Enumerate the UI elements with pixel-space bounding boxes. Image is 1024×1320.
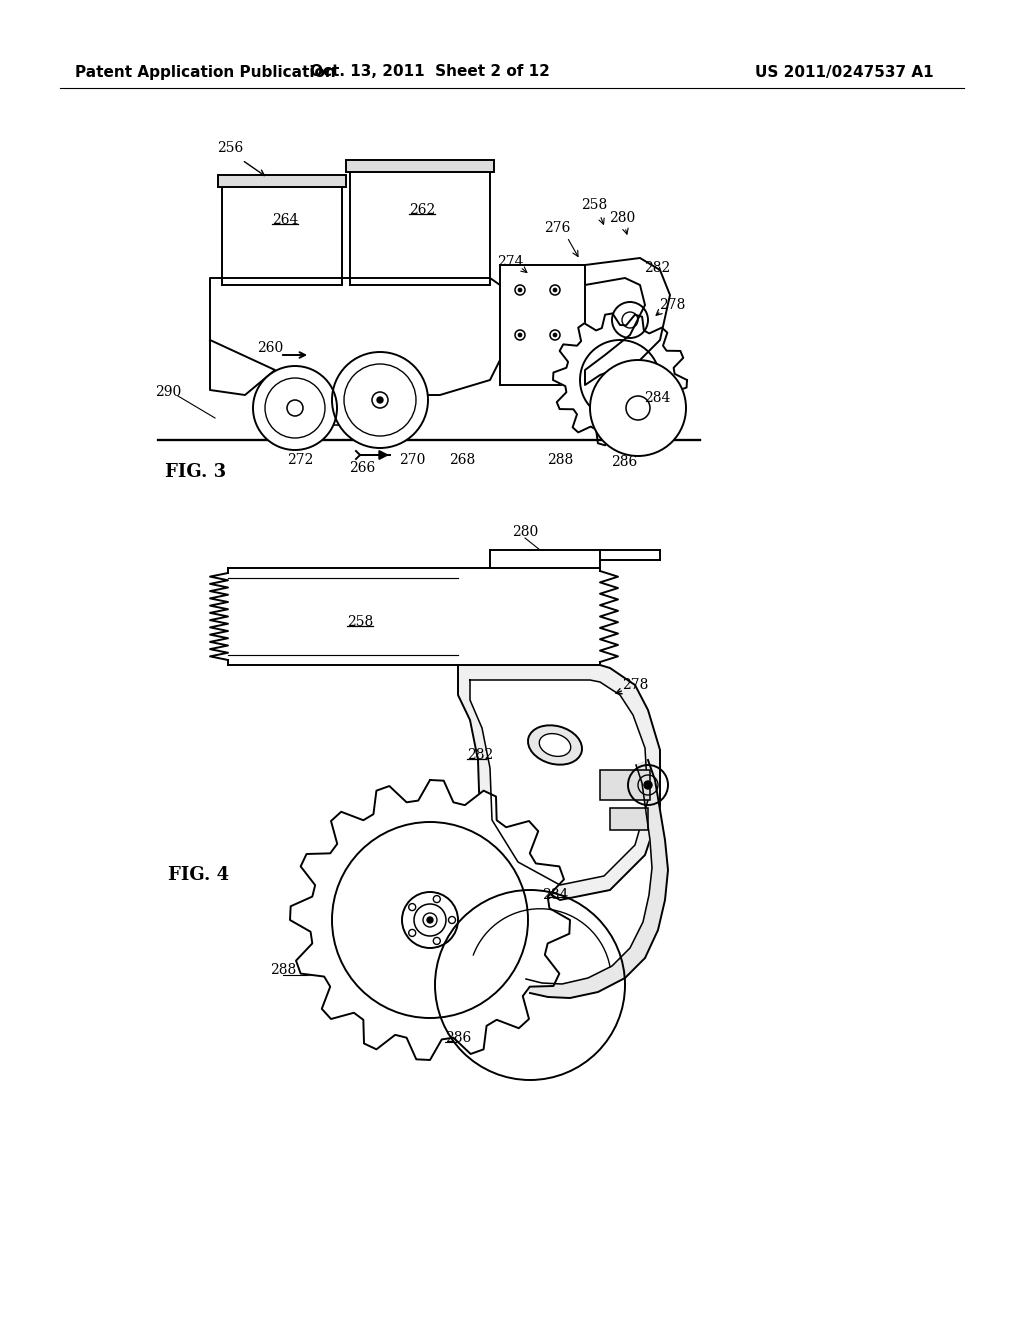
- Text: 284: 284: [542, 888, 568, 902]
- FancyBboxPatch shape: [218, 176, 346, 187]
- Polygon shape: [210, 279, 500, 395]
- Text: 258: 258: [581, 198, 607, 213]
- Circle shape: [590, 360, 686, 455]
- Text: 276: 276: [544, 220, 570, 235]
- Text: 272: 272: [287, 453, 313, 467]
- Text: 288: 288: [547, 453, 573, 467]
- Text: FIG. 3: FIG. 3: [165, 463, 226, 480]
- Circle shape: [253, 366, 337, 450]
- Text: 280: 280: [512, 525, 539, 539]
- Circle shape: [644, 781, 652, 789]
- Polygon shape: [470, 680, 648, 884]
- Text: Oct. 13, 2011  Sheet 2 of 12: Oct. 13, 2011 Sheet 2 of 12: [310, 65, 550, 79]
- Text: 274: 274: [497, 255, 523, 269]
- Text: 282: 282: [467, 748, 494, 762]
- Polygon shape: [210, 341, 275, 395]
- Text: 258: 258: [347, 615, 373, 630]
- Polygon shape: [290, 780, 570, 1060]
- Text: US 2011/0247537 A1: US 2011/0247537 A1: [755, 65, 934, 79]
- Text: 268: 268: [449, 453, 475, 467]
- Text: 256: 256: [217, 141, 243, 154]
- Circle shape: [553, 333, 557, 337]
- Circle shape: [435, 890, 625, 1080]
- Text: 280: 280: [609, 211, 635, 224]
- Text: 262: 262: [409, 203, 435, 216]
- FancyBboxPatch shape: [350, 168, 490, 285]
- Polygon shape: [526, 760, 668, 998]
- Polygon shape: [458, 665, 660, 900]
- Polygon shape: [553, 313, 687, 446]
- Text: 264: 264: [271, 213, 298, 227]
- FancyBboxPatch shape: [500, 265, 585, 385]
- Text: 278: 278: [658, 298, 685, 312]
- FancyBboxPatch shape: [222, 183, 342, 285]
- Text: 266: 266: [349, 461, 375, 475]
- FancyBboxPatch shape: [600, 770, 650, 800]
- Text: 288: 288: [270, 964, 296, 977]
- Circle shape: [518, 333, 522, 337]
- Text: Patent Application Publication: Patent Application Publication: [75, 65, 336, 79]
- Circle shape: [518, 288, 522, 292]
- Polygon shape: [218, 176, 346, 183]
- Text: 282: 282: [644, 261, 670, 275]
- Circle shape: [377, 397, 383, 403]
- Circle shape: [427, 917, 433, 923]
- Polygon shape: [585, 257, 670, 385]
- Circle shape: [332, 352, 428, 447]
- Text: 260: 260: [257, 341, 283, 355]
- Circle shape: [553, 288, 557, 292]
- Ellipse shape: [540, 734, 570, 756]
- Text: 278: 278: [622, 678, 648, 692]
- FancyBboxPatch shape: [346, 160, 494, 172]
- Text: 270: 270: [398, 453, 425, 467]
- Text: 286: 286: [611, 455, 637, 469]
- Text: 290: 290: [155, 385, 181, 399]
- Text: 284: 284: [644, 391, 670, 405]
- Text: 286: 286: [444, 1031, 471, 1045]
- Ellipse shape: [528, 725, 582, 764]
- FancyBboxPatch shape: [610, 808, 648, 830]
- Text: FIG. 4: FIG. 4: [168, 866, 229, 884]
